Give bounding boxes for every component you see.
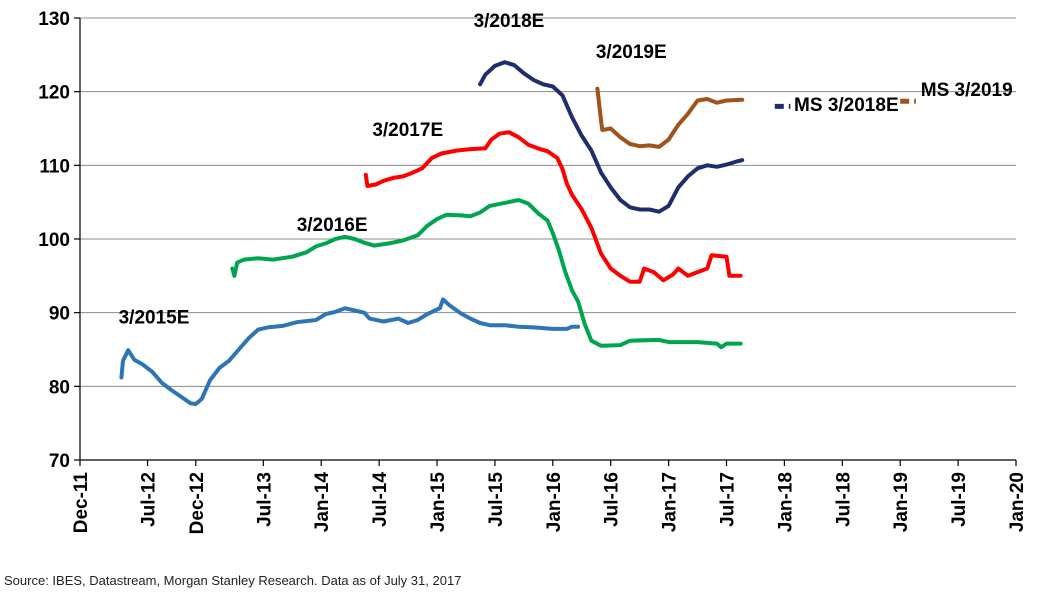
y-axis-ticks: 70 80 90 100 110 120 130 [38,9,80,472]
series-line-3-2019e [595,86,745,149]
x-tick-label: Jul-13 [254,472,275,527]
series-lines [119,60,916,406]
y-tick-label: 90 [49,304,70,325]
series-annotation: 3/2015E [119,308,190,329]
x-tick-label: Jan-20 [1007,472,1028,532]
x-tick-label: Jul-18 [833,472,854,527]
y-tick-label: 70 [49,451,70,472]
x-tick-label: Jan-18 [775,472,796,532]
x-axis-ticks: Dec-11 Jul-12 Dec-12 Jul-13 Jan-14 Jul-14 Jan-… [71,460,1028,534]
source-note: Source: IBES, Datastream, Morgan Stanley… [4,573,462,588]
x-tick-label: Jul-19 [949,472,970,527]
series-line-3-2017e [363,130,743,284]
series-annotations: 3/2015E 3/2016E 3/2017E 3/2018E 3/2019E MS 3/… [119,11,1013,329]
x-tick-label: Dec-11 [71,472,92,534]
series-annotation: MS 3/2019 [921,80,1013,101]
x-tick-label: Jan-15 [428,472,449,533]
series-line-3-2016e [230,198,743,350]
series-annotation: 3/2016E [297,215,368,236]
x-tick-label: Dec-12 [187,472,208,534]
series-annotation: 3/2019E [596,42,667,63]
x-tick-label: Jul-16 [602,472,623,527]
y-tick-label: 100 [38,230,70,251]
series-annotation: 3/2017E [372,120,443,141]
x-tick-label: Jan-19 [891,472,912,532]
y-tick-label: 80 [49,377,70,398]
series-annotation: 3/2018E [474,11,545,32]
y-tick-label: 130 [38,9,70,30]
x-tick-label: Jul-12 [139,472,160,527]
gridlines [80,17,1016,387]
series-line-3-2015e [119,297,581,406]
y-tick-label: 120 [38,83,70,104]
x-tick-label: Jan-17 [660,472,681,532]
y-tick-label: 110 [39,156,70,177]
x-tick-label: Jul-14 [370,472,391,527]
series-line-3-2018e [478,60,745,214]
x-tick-label: Jul-17 [718,472,739,527]
x-tick-label: Jan-14 [312,472,333,533]
x-tick-label: Jan-16 [544,472,565,532]
series-annotation: MS 3/2018E [794,95,899,116]
x-tick-label: Jul-15 [486,472,507,527]
